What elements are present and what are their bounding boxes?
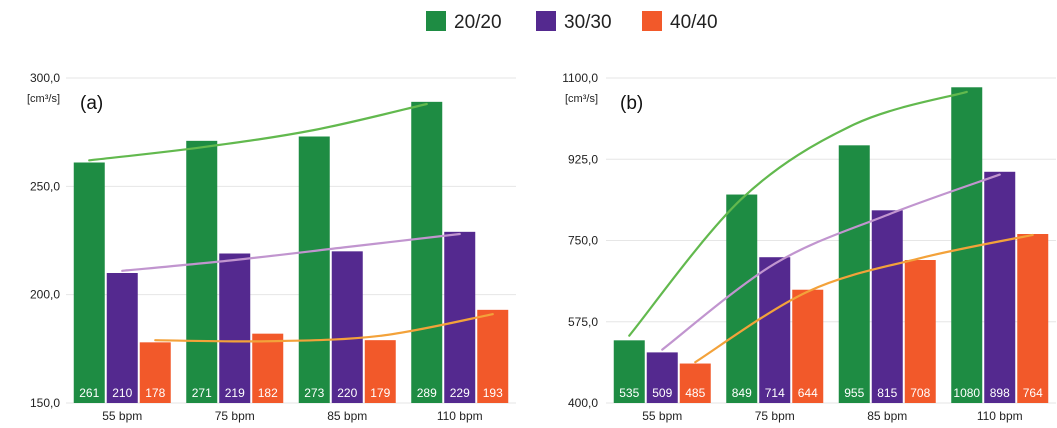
trendline-20-20 (88, 102, 428, 162)
legend-swatch-30-30 (536, 11, 556, 31)
bar-value-label: 219 (225, 386, 245, 400)
bar-value-label: 229 (450, 386, 470, 400)
bar-40-40-55-bpm (139, 342, 171, 403)
legend-swatch-40-40 (642, 11, 662, 31)
y-tick-label: 1100,0 (562, 71, 598, 85)
bar-value-label: 261 (79, 386, 99, 400)
bar-40-40-110-bpm (1017, 234, 1049, 403)
chart-panel-a: 150,0 200,0 250,0 300,0 [cm³/s] (a) 261 210 1785… (27, 71, 516, 423)
bar-value-label: 178 (145, 386, 165, 400)
bar-30-30-55-bpm (106, 273, 138, 403)
bar-20-20-75-bpm (726, 194, 758, 403)
bar-40-40-85-bpm (364, 340, 396, 403)
bar-value-label: 1080 (953, 386, 980, 400)
bar-value-label: 485 (685, 386, 705, 400)
bar-value-label: 271 (192, 386, 212, 400)
y-axis-unit-label: [cm³/s] (27, 93, 60, 105)
x-category-label: 85 bpm (327, 409, 367, 423)
bar-value-label: 714 (765, 386, 785, 400)
bar-30-30-55-bpm (646, 352, 678, 403)
bar-value-label: 273 (304, 386, 324, 400)
y-tick-label: 925,0 (568, 152, 598, 166)
x-category-label: 85 bpm (867, 409, 907, 423)
bar-value-label: 708 (910, 386, 930, 400)
bar-20-20-55-bpm (73, 162, 105, 403)
x-category-label: 110 bpm (977, 409, 1023, 423)
bar-value-label: 535 (619, 386, 639, 400)
bar-30-30-110-bpm (444, 231, 476, 403)
y-tick-label: 400,0 (568, 396, 598, 410)
bar-value-label: 815 (877, 386, 897, 400)
legend-label-30-30: 30/30 (564, 12, 612, 33)
panel-label: (b) (620, 93, 643, 114)
y-tick-label: 150,0 (30, 396, 60, 410)
x-category-label: 55 bpm (102, 409, 142, 423)
bar-value-label: 849 (732, 386, 752, 400)
bar-40-40-55-bpm (679, 363, 711, 403)
bar-30-30-110-bpm (984, 171, 1016, 403)
bar-value-label: 509 (652, 386, 672, 400)
trendline-30-30 (661, 173, 1001, 351)
y-tick-label: 300,0 (30, 71, 60, 85)
bar-30-30-75-bpm (759, 257, 791, 403)
bar-value-label: 193 (483, 386, 503, 400)
x-category-label: 110 bpm (437, 409, 483, 423)
bar-30-30-75-bpm (219, 253, 251, 403)
y-tick-label: 750,0 (568, 234, 598, 248)
bar-value-label: 220 (337, 386, 357, 400)
x-category-label: 55 bpm (642, 409, 682, 423)
bar-40-40-85-bpm (904, 260, 936, 403)
x-category-label: 75 bpm (755, 409, 795, 423)
bar-value-label: 289 (417, 386, 437, 400)
y-axis-unit-label: [cm³/s] (565, 93, 598, 105)
bar-value-label: 210 (112, 386, 132, 400)
bar-40-40-110-bpm (477, 309, 509, 403)
y-tick-label: 200,0 (30, 288, 60, 302)
bar-value-label: 898 (990, 386, 1010, 400)
trendline-40-40 (694, 233, 1034, 364)
y-tick-label: 250,0 (30, 179, 60, 193)
legend-label-40-40: 40/40 (670, 12, 718, 33)
bar-20-20-55-bpm (613, 340, 645, 403)
legend: 20/20 30/30 40/40 (426, 11, 718, 33)
trendline-30-30 (121, 232, 461, 272)
bar-40-40-75-bpm (252, 333, 284, 403)
x-category-label: 75 bpm (215, 409, 255, 423)
bar-40-40-75-bpm (792, 289, 824, 403)
bar-value-label: 644 (798, 386, 818, 400)
trendline-40-40 (154, 313, 494, 343)
legend-swatch-20-20 (426, 11, 446, 31)
legend-label-20-20: 20/20 (454, 12, 502, 33)
bar-30-30-85-bpm (871, 210, 903, 403)
bar-value-label: 182 (258, 386, 278, 400)
bar-30-30-85-bpm (331, 251, 363, 403)
bar-20-20-75-bpm (186, 140, 218, 404)
trendline-20-20 (628, 90, 968, 337)
bar-value-label: 955 (844, 386, 864, 400)
panel-label: (a) (80, 93, 103, 114)
y-tick-label: 575,0 (568, 315, 598, 329)
bar-20-20-85-bpm (298, 136, 330, 403)
bar-20-20-110-bpm (411, 101, 443, 403)
bar-value-label: 764 (1023, 386, 1043, 400)
bar-value-label: 179 (370, 386, 390, 400)
